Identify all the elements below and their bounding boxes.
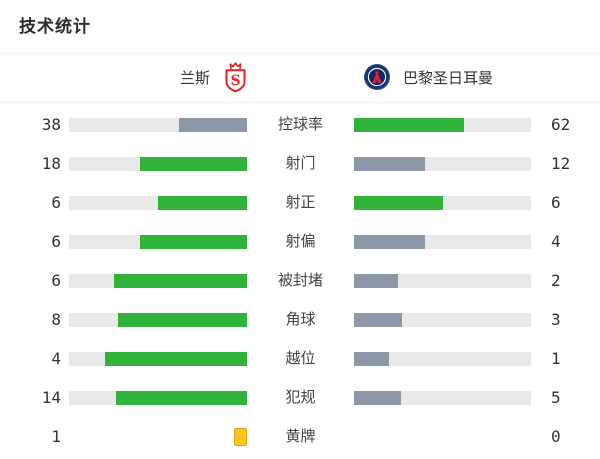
home-value: 14 xyxy=(41,387,61,407)
home-value: 1 xyxy=(51,426,61,446)
away-team-name: 巴黎圣日耳曼 xyxy=(403,69,494,87)
bar-track xyxy=(354,234,531,249)
bar-fill-gray xyxy=(354,234,425,249)
team-header: 兰斯 S 巴黎圣日耳曼 xyxy=(0,58,600,96)
bar-track xyxy=(354,195,531,210)
bar-fill-green xyxy=(158,195,247,210)
stat-row: 14 犯规 5 xyxy=(0,378,600,417)
away-value: 6 xyxy=(551,192,561,212)
stat-row: 4 越位 1 xyxy=(0,339,600,378)
home-bar xyxy=(69,234,247,249)
home-bar xyxy=(69,117,247,132)
stat-row: 18 射门 12 xyxy=(0,144,600,183)
yellow-card-icon xyxy=(234,427,247,446)
bar-track xyxy=(354,390,531,405)
home-value: 6 xyxy=(51,192,61,212)
away-value: 2 xyxy=(551,270,561,290)
away-bar xyxy=(354,117,531,132)
stat-row: 8 角球 3 xyxy=(0,300,600,339)
bar-fill-gray xyxy=(179,117,247,132)
bar-fill-green xyxy=(140,156,247,171)
stat-label: 角球 xyxy=(285,311,316,328)
svg-text:S: S xyxy=(230,73,240,89)
away-bar xyxy=(354,390,531,405)
bar-fill-green xyxy=(104,351,247,366)
bar-track xyxy=(69,351,247,366)
away-value: 3 xyxy=(551,309,561,329)
home-bar xyxy=(69,351,247,366)
home-value: 4 xyxy=(51,348,61,368)
away-bar xyxy=(354,156,531,171)
stat-label: 射偏 xyxy=(285,233,316,250)
reims-crest-icon: S xyxy=(223,61,248,93)
divider-header xyxy=(0,102,600,103)
stat-label: 越位 xyxy=(285,350,316,367)
away-bar xyxy=(354,430,531,444)
away-value: 5 xyxy=(551,387,561,407)
home-bar xyxy=(69,390,247,405)
bar-track xyxy=(354,156,531,171)
stat-row: 6 射偏 4 xyxy=(0,222,600,261)
stat-label: 被封堵 xyxy=(277,272,323,289)
bar-fill-green xyxy=(140,234,247,249)
bar-fill-gray xyxy=(354,351,390,366)
bar-track xyxy=(69,156,247,171)
home-bar xyxy=(69,312,247,327)
bar-track xyxy=(354,117,531,132)
bar-fill-gray xyxy=(354,312,403,327)
bar-fill-gray xyxy=(354,390,401,405)
away-value: 4 xyxy=(551,231,561,251)
bar-track xyxy=(354,273,531,288)
bar-track xyxy=(69,234,247,249)
bar-track xyxy=(69,195,247,210)
away-value: 12 xyxy=(551,153,571,173)
away-bar xyxy=(354,234,531,249)
bar-fill-gray xyxy=(354,156,425,171)
bar-track xyxy=(354,312,531,327)
away-bar xyxy=(354,273,531,288)
stat-row: 6 被封堵 2 xyxy=(0,261,600,300)
home-bar xyxy=(69,427,247,446)
away-bar xyxy=(354,312,531,327)
bar-fill-green xyxy=(354,195,443,210)
bar-fill-green xyxy=(117,312,247,327)
home-bar xyxy=(69,156,247,171)
bar-fill-green xyxy=(115,390,247,405)
away-team[interactable]: 巴黎圣日耳曼 xyxy=(364,58,493,96)
bar-track xyxy=(354,351,531,366)
home-bar xyxy=(69,195,247,210)
psg-crest-icon xyxy=(364,64,390,90)
bar-fill-green xyxy=(354,117,464,132)
bar-fill-green xyxy=(113,273,247,288)
bar-track xyxy=(69,117,247,132)
divider-top xyxy=(0,53,600,54)
stat-label: 射正 xyxy=(285,194,316,211)
away-bar xyxy=(354,195,531,210)
home-value: 6 xyxy=(51,270,61,290)
home-value: 18 xyxy=(41,153,61,173)
stat-label: 控球率 xyxy=(277,116,323,133)
stat-row: 6 射正 6 xyxy=(0,183,600,222)
away-value: 0 xyxy=(551,426,561,446)
away-bar xyxy=(354,351,531,366)
bar-track xyxy=(69,312,247,327)
stat-label: 射门 xyxy=(285,155,316,172)
page-title: 技术统计 xyxy=(19,17,91,36)
bar-track xyxy=(69,273,247,288)
stat-row: 1 黄牌 0 xyxy=(0,417,600,456)
bar-track xyxy=(69,390,247,405)
away-value: 62 xyxy=(551,114,571,134)
away-value: 1 xyxy=(551,348,561,368)
home-team-name: 兰斯 xyxy=(179,69,210,87)
home-value: 6 xyxy=(51,231,61,251)
stats-rows: 38 控球率 62 18 射门 12 6 射正 6 6 射偏 4 6 被封堵 2 8 角球 3 4 越位 1 14 犯规 5 1… xyxy=(0,105,600,456)
bar-fill-gray xyxy=(354,273,399,288)
home-value: 8 xyxy=(51,309,61,329)
stat-row: 38 控球率 62 xyxy=(0,105,600,144)
stat-label: 犯规 xyxy=(285,389,316,406)
stat-label: 黄牌 xyxy=(285,428,316,445)
home-value: 38 xyxy=(41,114,61,134)
home-team[interactable]: 兰斯 S xyxy=(180,58,248,96)
home-bar xyxy=(69,273,247,288)
